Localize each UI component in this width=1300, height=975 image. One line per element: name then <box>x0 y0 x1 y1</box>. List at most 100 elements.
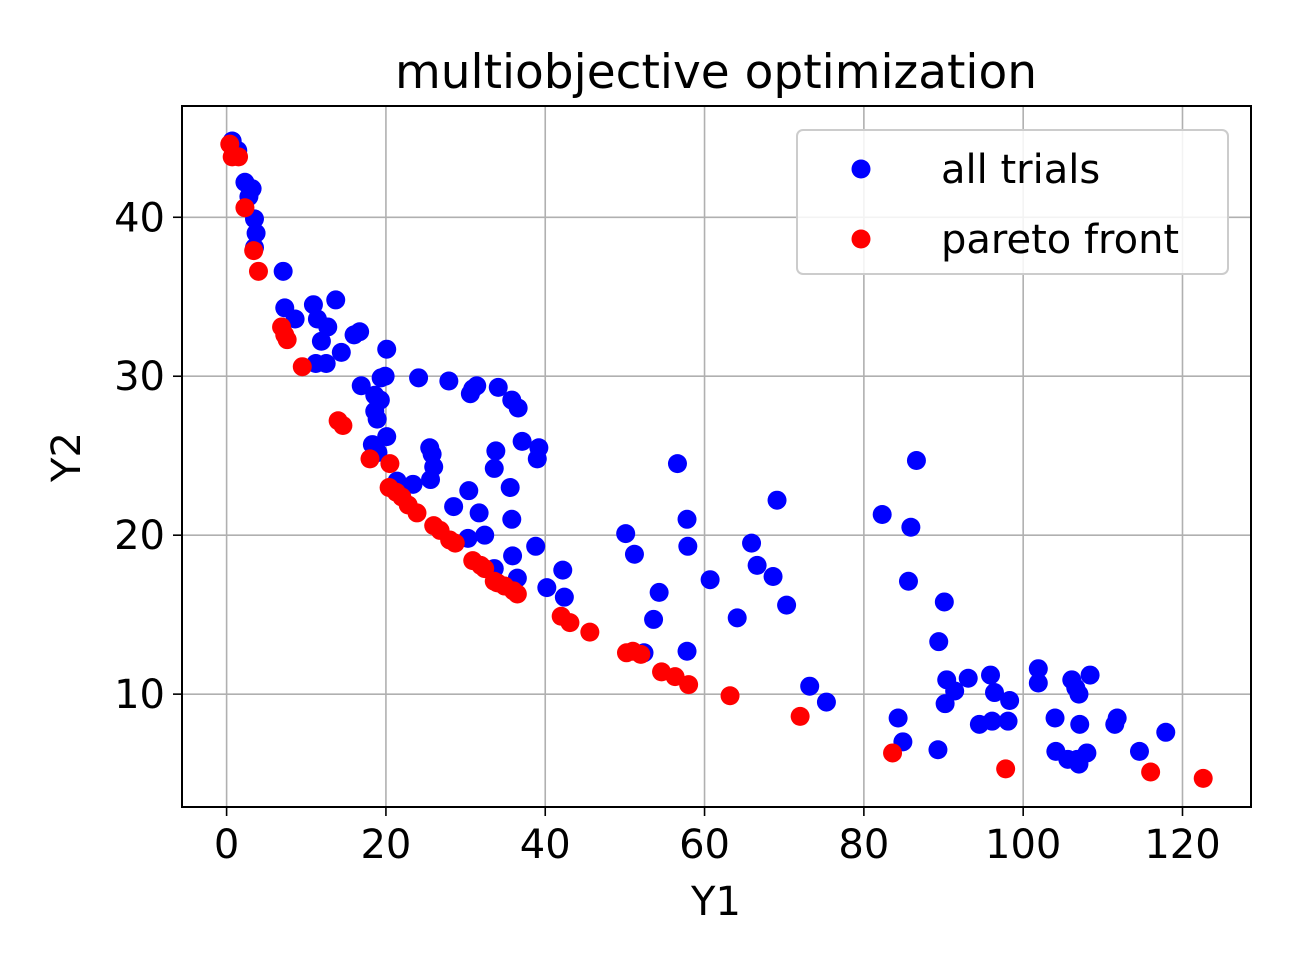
data-point <box>898 571 918 591</box>
data-point <box>678 536 698 556</box>
data-point <box>554 587 574 607</box>
x-tick-label: 60 <box>679 822 730 868</box>
data-point <box>512 431 532 451</box>
data-point <box>403 474 423 494</box>
x-tick-label: 40 <box>520 822 571 868</box>
data-point <box>246 223 266 243</box>
data-point <box>945 681 965 701</box>
data-point <box>439 371 459 391</box>
data-point <box>747 555 767 575</box>
data-point <box>407 503 427 523</box>
legend-label: all trials <box>941 147 1100 193</box>
data-point <box>982 711 1002 731</box>
data-point <box>667 454 687 474</box>
y-tick-label: 30 <box>114 354 165 400</box>
legend-marker <box>851 229 871 249</box>
data-point <box>273 261 293 281</box>
data-point <box>331 342 351 362</box>
data-point <box>351 376 371 396</box>
data-point <box>700 570 720 590</box>
data-point <box>934 592 954 612</box>
data-point <box>1080 665 1100 685</box>
data-point <box>996 759 1016 779</box>
chart-title: multiobjective optimization <box>395 45 1037 100</box>
data-point <box>1193 768 1213 788</box>
data-point <box>500 477 520 497</box>
x-axis-label: Y1 <box>690 879 741 925</box>
data-point <box>367 409 387 429</box>
data-point <box>229 147 249 167</box>
data-point <box>777 595 797 615</box>
data-point <box>1107 708 1127 728</box>
data-point <box>1028 673 1048 693</box>
data-point <box>475 525 495 545</box>
data-point <box>277 330 297 350</box>
data-point <box>906 450 926 470</box>
data-point <box>560 613 580 633</box>
data-point <box>1141 762 1161 782</box>
data-point <box>1070 714 1090 734</box>
data-point <box>244 241 264 261</box>
data-point <box>727 608 747 628</box>
data-point <box>1000 690 1020 710</box>
data-point <box>677 641 697 661</box>
data-point <box>888 708 908 728</box>
data-point <box>998 711 1018 731</box>
x-tick-label: 80 <box>838 822 889 868</box>
data-point <box>380 454 400 474</box>
data-point <box>445 533 465 553</box>
data-point <box>1045 708 1065 728</box>
data-point <box>486 441 506 461</box>
y-tick-label: 20 <box>114 513 165 559</box>
data-point <box>377 339 397 359</box>
data-point <box>503 546 523 566</box>
data-point <box>616 524 636 544</box>
data-point <box>1028 659 1048 679</box>
data-point <box>928 740 948 760</box>
data-point <box>677 509 697 529</box>
data-point <box>333 416 353 436</box>
x-tick-label: 20 <box>360 822 411 868</box>
data-point <box>318 317 338 337</box>
data-points <box>220 131 1213 788</box>
data-point <box>790 706 810 726</box>
x-tick-label: 120 <box>1144 822 1220 868</box>
data-point <box>444 497 464 517</box>
data-point <box>460 384 480 404</box>
data-point <box>421 470 441 490</box>
legend: all trials pareto front <box>796 129 1229 275</box>
legend-label: pareto front <box>941 217 1179 263</box>
series-1 <box>220 134 1213 788</box>
data-point <box>985 683 1005 703</box>
legend-box <box>796 129 1229 275</box>
legend-marker <box>851 159 871 179</box>
data-point <box>553 560 573 580</box>
data-point <box>508 398 528 418</box>
series-0 <box>222 131 1176 774</box>
data-point <box>326 290 346 310</box>
data-point <box>649 582 669 602</box>
data-point <box>248 261 268 281</box>
plot-area-frame <box>181 105 1252 808</box>
data-point <box>507 584 527 604</box>
data-point <box>1077 743 1097 763</box>
data-point <box>235 198 255 218</box>
data-point <box>469 503 489 523</box>
data-point <box>679 675 699 695</box>
data-point <box>527 449 547 469</box>
data-point <box>883 743 903 763</box>
data-point <box>1156 722 1176 742</box>
data-point <box>929 632 949 652</box>
data-point <box>742 533 762 553</box>
data-point <box>375 366 395 386</box>
data-point <box>767 490 787 510</box>
data-point <box>872 505 892 525</box>
y-tick-label: 40 <box>114 195 165 241</box>
y-axis-label: Y2 <box>44 432 90 483</box>
data-point <box>292 357 312 377</box>
axis-ticks: 0 20 40 60 80 100 120 10 20 30 40 <box>114 195 1221 868</box>
data-point <box>981 665 1001 685</box>
data-point <box>459 481 479 501</box>
data-point <box>488 377 508 397</box>
